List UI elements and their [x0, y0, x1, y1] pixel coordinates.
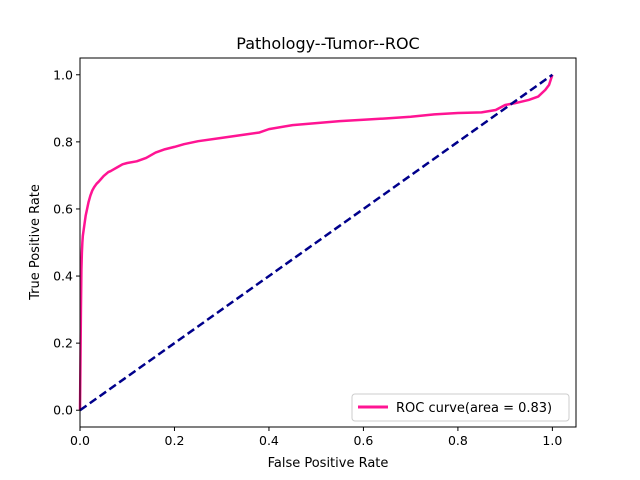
plot-area-frame [79, 57, 577, 428]
x-tick-label: 0.4 [259, 433, 279, 448]
legend-box [351, 393, 570, 422]
y-tick-label: 0.4 [53, 269, 73, 284]
y-tick-label: 0.8 [53, 134, 73, 149]
y-tick-label: 0.0 [53, 403, 73, 418]
y-tick-label: 1.0 [53, 67, 73, 82]
roc-curve-line [78, 74, 554, 411]
chart-title: Pathology--Tumor--ROC [236, 34, 419, 53]
legend-label-roc-curve: ROC curve(area = 0.83) [396, 401, 552, 416]
series-layer [78, 73, 554, 412]
y-axis-label: True Positive Rate [28, 184, 43, 301]
y-tick-label: 0.2 [53, 336, 73, 351]
x-tick-label: 0.8 [448, 433, 468, 448]
x-tick-label: 0.2 [165, 433, 185, 448]
y-tick-label: 0.6 [53, 201, 73, 216]
legend: ROC curve(area = 0.83) [351, 393, 570, 422]
x-tick-label: 1.0 [542, 433, 562, 448]
chance-diagonal-line [79, 73, 554, 412]
x-tick-label: 0.0 [70, 433, 90, 448]
x-tick-label: 0.6 [353, 433, 373, 448]
x-axis-label: False Positive Rate [268, 456, 389, 471]
ticks-layer: 0.0 0.2 0.4 0.6 0.8 1.0 0.0 0.2 0.4 0.6 0.8 1.0 [53, 67, 562, 448]
